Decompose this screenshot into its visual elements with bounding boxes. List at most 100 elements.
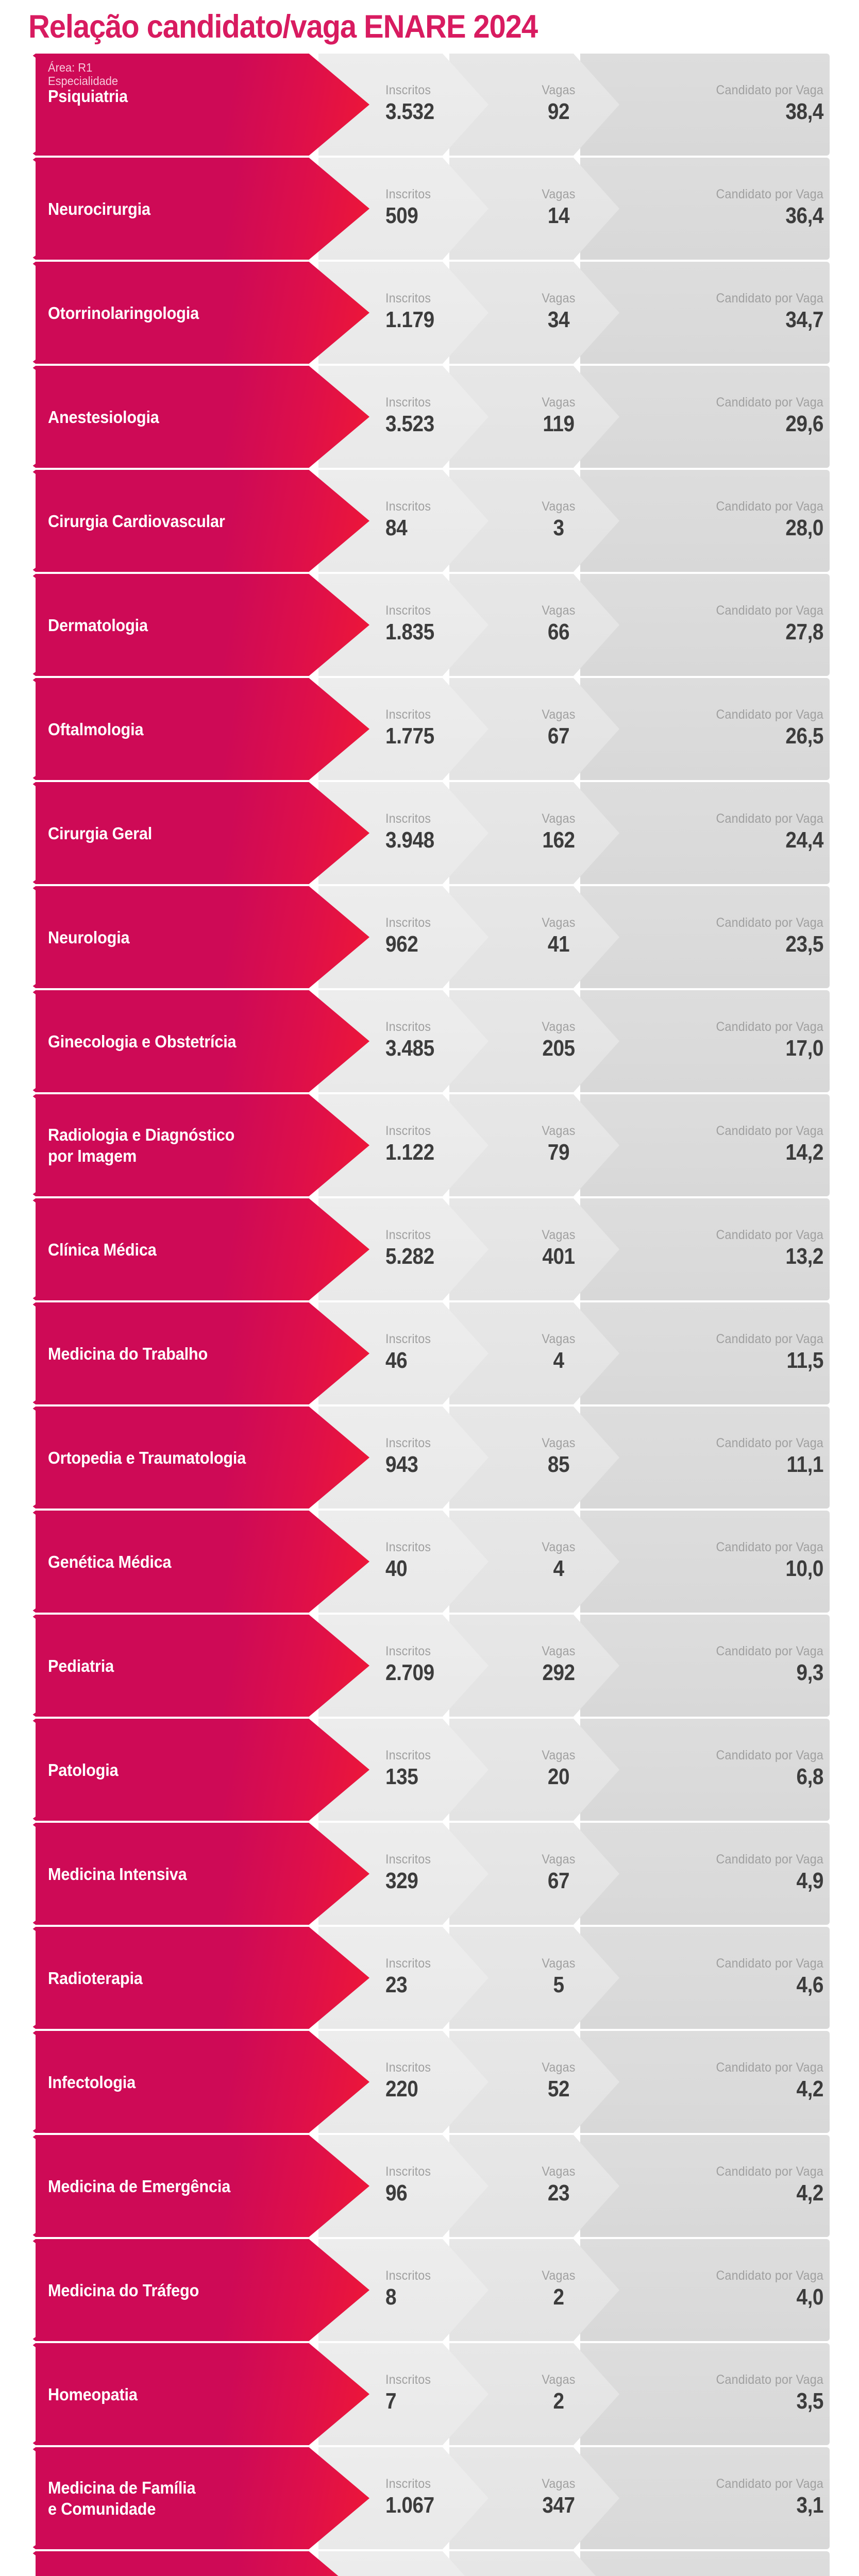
candidato-por-vaga-chevron — [580, 2031, 830, 2133]
chevron-shape — [580, 2551, 830, 2576]
vagas-label: Vagas — [542, 291, 576, 306]
chevron-shape — [580, 1719, 830, 1821]
table-row: Genética Médica Inscritos 40 Vagas 4 Candidat… — [0, 1510, 859, 1614]
candidato-por-vaga-chevron — [580, 886, 830, 988]
vagas-label: Vagas — [542, 1748, 576, 1762]
vagas-cell: Vagas 20 — [517, 1718, 600, 1820]
inscritos-cell: Inscritos 46 — [385, 1301, 489, 1403]
candidato-por-vaga-value: 38,4 — [785, 99, 823, 124]
specialty-name: Radiologia e Diagnóstico por Imagem — [48, 1125, 235, 1165]
chevron-shape — [580, 2239, 830, 2341]
inscritos-cell: Inscritos 220 — [385, 2030, 489, 2132]
specialty-chevron: Oftalmologia — [29, 678, 369, 780]
vagas-label: Vagas — [542, 1540, 576, 1554]
candidato-por-vaga-label: Candidato por Vaga — [716, 2164, 823, 2179]
candidato-por-vaga-value: 10,0 — [785, 1556, 823, 1581]
candidato-por-vaga-cell: Candidato por Vaga 28,0 — [633, 469, 824, 571]
chevron-shape — [580, 1198, 830, 1300]
vagas-label: Vagas — [542, 187, 576, 201]
vagas-label: Vagas — [542, 1956, 576, 1971]
specialty-name: Patologia — [48, 1760, 119, 1780]
candidato-por-vaga-label: Candidato por Vaga — [716, 1436, 823, 1450]
vagas-cell: Vagas 34 — [517, 261, 600, 363]
inscritos-value: 1.179 — [385, 307, 434, 332]
inscritos-cell: Inscritos 40 — [385, 1510, 489, 1612]
specialty-chevron: Medicina Intensiva — [29, 1823, 369, 1925]
candidato-por-vaga-cell: Candidato por Vaga 11,1 — [633, 1405, 824, 1507]
inscritos-cell: Inscritos 5.282 — [385, 1197, 489, 1299]
candidato-por-vaga-chevron — [580, 470, 830, 572]
candidato-por-vaga-cell: Candidato por Vaga 13,2 — [633, 1197, 824, 1299]
candidato-por-vaga-cell: Candidato por Vaga 4,0 — [633, 2238, 824, 2340]
vagas-cell: Vagas 92 — [517, 53, 600, 155]
vagas-label: Vagas — [542, 916, 576, 930]
table-row: Otorrinolaringologia Inscritos 1.179 Vagas 3… — [0, 261, 859, 365]
candidato-por-vaga-label: Candidato por Vaga — [716, 2268, 823, 2283]
vagas-value: 2 — [553, 2388, 564, 2414]
inscritos-cell: Inscritos 329 — [385, 1822, 489, 1924]
chevron-left-notch — [29, 1405, 36, 1510]
candidato-por-vaga-chevron — [580, 1198, 830, 1300]
chevron-left-notch — [29, 2030, 36, 2134]
specialty-chevron: Medicina do Tráfego — [29, 2239, 369, 2341]
chevron-left-notch — [29, 2134, 36, 2238]
candidato-por-vaga-label: Candidato por Vaga — [716, 1332, 823, 1346]
candidato-por-vaga-chevron — [580, 158, 830, 260]
candidato-por-vaga-cell: Candidato por Vaga 3,1 — [633, 2446, 824, 2548]
inscritos-label: Inscritos — [385, 916, 431, 930]
specialty-name: Medicina de Família e Comunidade — [48, 2478, 196, 2518]
candidato-por-vaga-cell: Candidato por Vaga 36,4 — [633, 157, 824, 259]
candidato-por-vaga-label: Candidato por Vaga — [716, 1540, 823, 1554]
candidato-por-vaga-cell: Candidato por Vaga 29,6 — [633, 365, 824, 467]
vagas-cell: Vagas 401 — [517, 1197, 600, 1299]
inscritos-cell: Inscritos 7 — [385, 2342, 489, 2444]
table-row: Oftalmologia Inscritos 1.775 Vagas 67 Candida… — [0, 677, 859, 781]
specialty-name: Genética Médica — [48, 1552, 172, 1571]
table-row: Medicina de Emergência Inscritos 96 Vagas 23… — [0, 2134, 859, 2238]
specialty-chevron: Otorrinolaringologia — [29, 262, 369, 364]
inscritos-label: Inscritos — [385, 1436, 431, 1450]
candidato-por-vaga-chevron — [580, 2551, 830, 2576]
candidato-por-vaga-chevron — [580, 1406, 830, 1509]
specialty-chevron: Genética Médica — [29, 1511, 369, 1613]
vagas-label: Vagas — [542, 1852, 576, 1867]
table-row: Clínica Médica Inscritos 5.282 Vagas 401 Cand… — [0, 1197, 859, 1301]
vagas-value: 52 — [547, 2076, 570, 2102]
table-row: Infectologia Inscritos 220 Vagas 52 Candidato… — [0, 2030, 859, 2134]
candidato-por-vaga-cell: Candidato por Vaga 17,0 — [633, 989, 824, 1091]
inscritos-cell: Inscritos 96 — [385, 2134, 489, 2236]
chevron-shape — [580, 262, 830, 364]
area-especialidade-caption: Área: R1 Especialidade — [48, 61, 119, 88]
specialty-name: Medicina de Emergência — [48, 2176, 231, 2196]
vagas-value: 14 — [547, 203, 570, 228]
inscritos-cell: Inscritos 3.485 — [385, 989, 489, 1091]
vagas-chevron — [449, 2551, 619, 2576]
inscritos-value: 5.282 — [385, 1244, 434, 1269]
specialty-chevron: Ortopedia e Traumatologia — [29, 1406, 369, 1509]
candidato-por-vaga-label: Candidato por Vaga — [716, 1124, 823, 1138]
specialty-name: Clínica Médica — [48, 1240, 157, 1259]
candidato-por-vaga-chevron — [580, 1927, 830, 2029]
table-row: Homeopatia Inscritos 7 Vagas 2 Candidato por … — [0, 2342, 859, 2446]
inscritos-value: 220 — [385, 2076, 418, 2102]
vagas-value: 34 — [547, 307, 570, 332]
chevron-left-notch — [29, 781, 36, 885]
inscritos-value: 943 — [385, 1452, 418, 1477]
vagas-cell: Vagas 23 — [517, 2134, 600, 2236]
specialty-name: Cirurgia Geral — [48, 823, 153, 843]
chevron-left-notch — [29, 573, 36, 677]
candidato-por-vaga-value: 24,4 — [785, 827, 823, 853]
vagas-value: 5 — [553, 1972, 564, 1997]
vagas-value: 119 — [543, 411, 575, 436]
candidato-por-vaga-value: 6,8 — [796, 1764, 823, 1789]
chevron-shape — [580, 2135, 830, 2237]
chevron-shape — [580, 366, 830, 468]
candidato-por-vaga-value: 9,3 — [796, 1660, 823, 1685]
table-row: Medicina de Família e Comunidade Inscrito… — [0, 2446, 859, 2550]
inscritos-cell: Inscritos 1.179 — [385, 261, 489, 363]
vagas-cell: Vagas 205 — [517, 989, 600, 1091]
vagas-label: Vagas — [542, 1124, 576, 1138]
candidato-por-vaga-value: 28,0 — [785, 515, 823, 540]
